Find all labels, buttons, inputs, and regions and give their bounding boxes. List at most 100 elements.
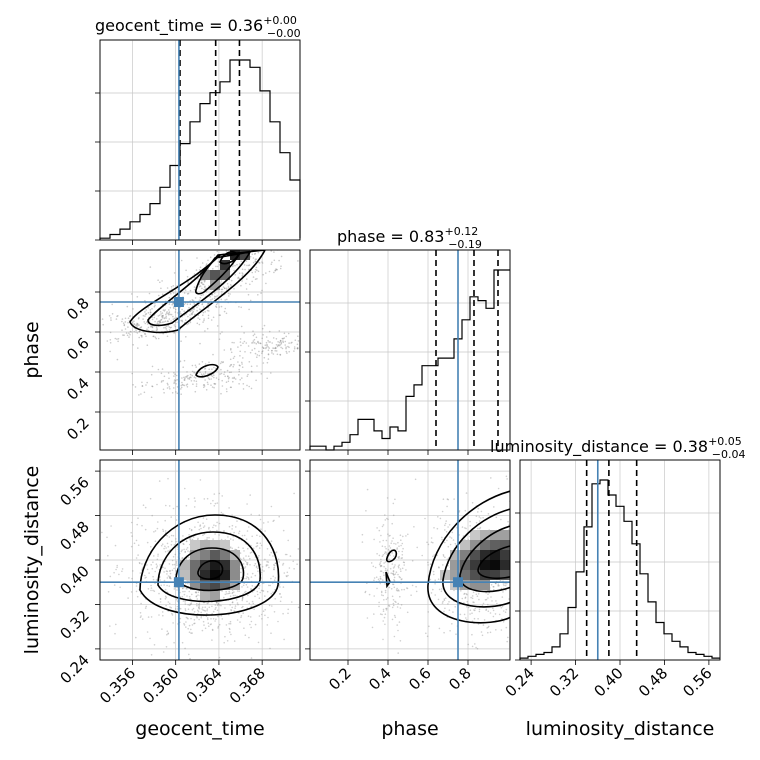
scatter-point: [479, 527, 481, 530]
scatter-point: [167, 550, 169, 552]
scatter-point: [194, 313, 196, 316]
scatter-point: [444, 556, 446, 559]
scatter-point: [244, 268, 246, 271]
scatter-point: [278, 515, 281, 518]
scatter-point: [428, 625, 430, 628]
scatter-point: [220, 604, 222, 607]
scatter-point: [121, 570, 123, 573]
scatter-point: [283, 332, 286, 335]
scatter-point: [174, 308, 177, 311]
scatter-point: [165, 596, 167, 599]
scatter-point: [239, 355, 241, 357]
scatter-point: [249, 552, 252, 554]
scatter-point: [242, 584, 245, 587]
scatter-point: [297, 606, 300, 609]
scatter-point: [180, 393, 182, 396]
scatter-point: [471, 612, 473, 614]
scatter-point: [161, 321, 164, 324]
scatter-point: [218, 522, 221, 525]
scatter-point: [270, 632, 272, 634]
scatter-point: [207, 302, 209, 305]
scatter-point: [476, 647, 479, 650]
scatter-point: [393, 580, 396, 582]
scatter-point: [241, 268, 244, 271]
scatter-point: [138, 562, 141, 564]
scatter-point: [465, 617, 467, 619]
scatter-point: [387, 533, 389, 535]
scatter-point: [440, 590, 443, 593]
scatter-point: [220, 288, 223, 291]
scatter-point: [398, 555, 401, 558]
scatter-point: [271, 342, 274, 344]
scatter-point: [155, 566, 158, 569]
scatter-point: [258, 261, 260, 264]
scatter-point: [198, 363, 201, 365]
scatter-point: [257, 270, 260, 273]
scatter-point: [152, 575, 154, 578]
scatter-point: [397, 566, 400, 569]
scatter-point: [371, 626, 374, 629]
scatter-point: [188, 631, 191, 633]
scatter-point: [402, 561, 405, 563]
scatter-point: [394, 498, 396, 501]
scatter-point: [251, 271, 254, 274]
scatter-point: [203, 609, 206, 612]
scatter-point: [437, 516, 439, 518]
density-cell: [200, 550, 210, 560]
scatter-point: [396, 590, 399, 592]
scatter-point: [218, 492, 221, 495]
scatter-point: [222, 361, 224, 363]
scatter-point: [199, 285, 202, 287]
scatter-point: [159, 321, 161, 323]
scatter-point: [184, 550, 186, 553]
scatter-point: [183, 593, 186, 596]
scatter-point: [244, 634, 247, 636]
scatter-point: [506, 582, 508, 585]
density-cell: [490, 550, 500, 560]
scatter-point: [447, 526, 449, 528]
scatter-point: [278, 259, 280, 262]
scatter-point: [262, 590, 264, 592]
scatter-point: [243, 340, 246, 343]
scatter-point: [150, 654, 153, 656]
scatter-point: [197, 538, 199, 541]
scatter-point: [185, 558, 188, 560]
scatter-point: [218, 338, 221, 341]
scatter-point: [235, 526, 237, 528]
scatter-point: [382, 610, 385, 612]
scatter-point: [485, 592, 487, 594]
scatter-point: [217, 603, 219, 606]
scatter-point: [236, 590, 239, 592]
scatter-point: [222, 513, 224, 515]
scatter-point: [385, 607, 387, 610]
scatter-point: [275, 551, 278, 553]
scatter-point: [280, 341, 283, 344]
scatter-point: [197, 610, 200, 613]
scatter-point: [245, 590, 247, 593]
scatter-point: [282, 564, 284, 566]
scatter-point: [473, 601, 475, 604]
scatter-point: [286, 571, 289, 574]
density-cell: [460, 580, 470, 590]
scatter-point: [447, 545, 450, 548]
scatter-point: [207, 602, 210, 604]
scatter-point: [128, 332, 130, 335]
scatter-point: [482, 516, 484, 519]
scatter-point: [400, 570, 402, 572]
scatter-point: [279, 600, 282, 603]
scatter-point: [159, 321, 161, 323]
scatter-point: [191, 313, 194, 315]
scatter-point: [183, 359, 186, 362]
scatter-point: [233, 377, 235, 380]
scatter-point: [161, 543, 164, 545]
scatter-point: [247, 373, 249, 376]
scatter-point: [476, 595, 479, 597]
scatter-point: [168, 585, 171, 587]
scatter-point: [230, 609, 232, 611]
truth-marker: [173, 297, 184, 307]
scatter-point: [137, 554, 139, 556]
scatter-point: [246, 264, 248, 267]
scatter-point: [163, 547, 165, 550]
scatter-point: [161, 293, 164, 296]
scatter-point: [175, 538, 177, 540]
